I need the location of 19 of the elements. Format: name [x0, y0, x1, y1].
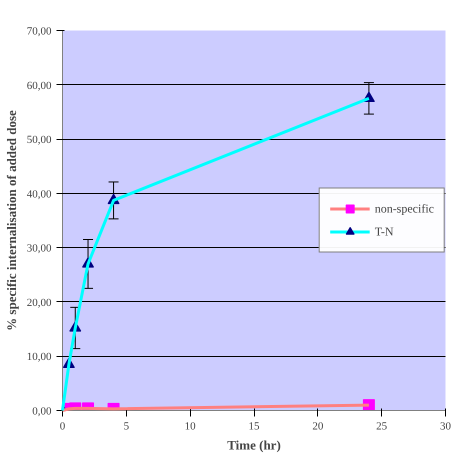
x-axis-title: Time (hr)	[227, 438, 281, 452]
x-tick-label: 15	[248, 420, 260, 432]
legend-label: T-N	[374, 224, 395, 239]
x-tick-label: 5	[124, 420, 130, 432]
y-tick-label: 20,00	[26, 296, 52, 309]
x-tick-label: 20	[312, 420, 324, 432]
x-tick-label: 0	[60, 420, 66, 432]
y-tick-label: 0,00	[32, 406, 52, 418]
x-tick-label: 30	[440, 420, 452, 432]
x-tick-label: 10	[184, 420, 196, 432]
y-tick-label: 70,00	[26, 26, 52, 38]
y-tick-label: 30,00	[26, 242, 52, 255]
y-tick-label: 10,00	[26, 351, 52, 364]
y-tick-label: 50,00	[26, 134, 52, 146]
y-axis-title: % specific internalisation of added dose	[4, 110, 19, 331]
y-tick-label: 40,00	[26, 188, 52, 200]
legend-label: non-specific	[374, 201, 434, 216]
y-tick-label: 60,00	[26, 80, 52, 92]
x-tick-label: 25	[376, 420, 388, 432]
